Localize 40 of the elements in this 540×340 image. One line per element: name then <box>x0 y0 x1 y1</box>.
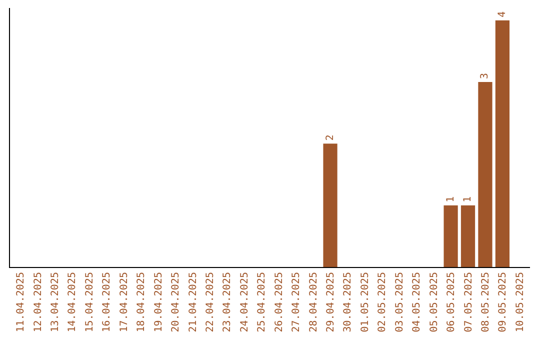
x-tick-label: 30.04.2025 <box>342 272 354 332</box>
data-label: 1 <box>445 196 456 202</box>
x-tick-label: 03.05.2025 <box>394 272 406 332</box>
x-tick-label: 28.04.2025 <box>308 272 320 332</box>
x-tick-label: 13.04.2025 <box>50 272 62 332</box>
x-tick-label: 16.04.2025 <box>102 272 113 332</box>
bar <box>460 205 476 267</box>
data-label: 4 <box>496 11 508 18</box>
x-tick-label: 27.04.2025 <box>291 272 302 332</box>
x-tick-label: 25.04.2025 <box>256 272 268 332</box>
data-label: 3 <box>480 72 491 79</box>
bar <box>323 144 338 267</box>
x-tick-label: 01.05.2025 <box>360 272 371 332</box>
x-tick-label: 15.04.2025 <box>84 272 96 332</box>
x-tick-label: 17.04.2025 <box>118 272 130 332</box>
x-tick-label: 02.05.2025 <box>377 272 388 332</box>
x-tick-label: 04.05.2025 <box>412 272 423 332</box>
x-tick-label: 26.04.2025 <box>274 272 285 332</box>
data-label: 1 <box>462 196 474 202</box>
x-tick-label: 10.05.2025 <box>514 272 526 332</box>
x-tick-label: 19.04.2025 <box>153 272 164 332</box>
x-tick-label: 18.04.2025 <box>136 272 148 332</box>
x-tick-label: 12.04.2025 <box>32 272 44 332</box>
data-label: 2 <box>324 134 336 141</box>
bar <box>495 20 510 267</box>
x-tick-label: 11.04.2025 <box>16 272 27 332</box>
x-tick-label: 24.04.2025 <box>239 272 250 332</box>
x-tick-label: 06.05.2025 <box>446 272 458 332</box>
x-tick-label: 08.05.2025 <box>480 272 492 332</box>
x-tick-label: 22.04.2025 <box>204 272 216 332</box>
x-tick-label: 20.04.2025 <box>170 272 182 332</box>
x-tick-label: 09.05.2025 <box>498 272 509 332</box>
bar <box>444 205 458 267</box>
x-tick-label: 23.04.2025 <box>222 272 234 332</box>
x-tick-label: 07.05.2025 <box>463 272 474 332</box>
x-tick-label: 29.04.2025 <box>326 272 337 332</box>
x-tick-label: 05.05.2025 <box>428 272 440 332</box>
bar <box>478 82 492 267</box>
x-tick-label: 14.04.2025 <box>67 272 78 332</box>
x-tick-label: 21.04.2025 <box>188 272 199 332</box>
